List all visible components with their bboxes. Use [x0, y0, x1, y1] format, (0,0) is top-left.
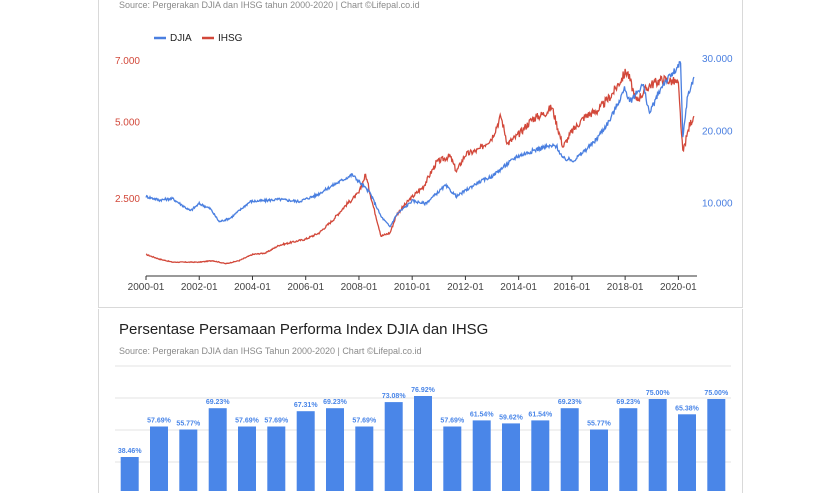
series-line-ihsg [145, 68, 695, 265]
performance-line-chart-card: Source: Pergerakan DJIA dan IHSG tahun 2… [98, 0, 743, 308]
bar [355, 426, 374, 491]
x-tick-label: 2002-01 [181, 282, 218, 293]
x-tick-label: 2016-01 [554, 282, 591, 293]
bar [648, 399, 667, 491]
bar-data-label: 76.92% [411, 387, 436, 394]
bar [238, 426, 256, 491]
bar-data-label: 75.00% [704, 390, 729, 397]
bar [326, 408, 344, 491]
bar-data-label: 57.69% [352, 418, 377, 425]
y-right-tick-label: 10.000 [702, 199, 733, 210]
x-tick-label: 2014-01 [500, 282, 537, 293]
bar-data-label: 75.00% [646, 390, 671, 397]
bar-chart-svg: 38.46% 57.69% 55.77% 69.23% 57.69% 57.69% 67.3… [115, 365, 731, 491]
bar [384, 402, 403, 491]
x-tick-label: 2010-01 [394, 282, 431, 293]
y-left-tick-label: 2.500 [115, 194, 140, 205]
bar [707, 399, 726, 491]
bar-data-label: 69.23% [616, 399, 641, 406]
bar-data-label: 69.23% [323, 399, 348, 406]
bar-data-label: 57.69% [147, 418, 172, 425]
bar-data-label: 57.69% [440, 418, 465, 425]
bar [502, 423, 520, 491]
bar [267, 426, 286, 491]
x-tick-label: 2020-01 [660, 282, 697, 293]
bar-data-label: 67.31% [294, 402, 319, 409]
bar-data-label: 65.38% [675, 405, 700, 412]
bar [472, 420, 491, 491]
x-tick-label: 2008-01 [341, 282, 378, 293]
bar [179, 429, 198, 491]
bar-data-label: 69.23% [558, 399, 583, 406]
bar [150, 426, 168, 491]
bar-data-label: 38.46% [118, 448, 143, 455]
x-tick-label: 2012-01 [447, 282, 484, 293]
bar-data-label: 59.62% [499, 414, 524, 421]
x-tick-label: 2006-01 [287, 282, 324, 293]
bar [560, 408, 579, 491]
bar-data-label: 55.77% [587, 421, 612, 428]
bar [619, 408, 638, 491]
x-tick-label: 2018-01 [607, 282, 644, 293]
bar [443, 426, 462, 491]
y-left-tick-label: 5.000 [115, 117, 140, 128]
bar [208, 408, 227, 491]
x-tick-label: 2000-01 [128, 282, 165, 293]
bar-data-label: 57.69% [235, 418, 260, 425]
bar [120, 457, 139, 491]
chart-title: Persentase Persamaan Performa Index DJIA… [119, 321, 489, 338]
similarity-bar-chart-card: Persentase Persamaan Performa Index DJIA… [98, 309, 743, 493]
y-right-tick-label: 20.000 [702, 126, 733, 137]
line-chart-svg: 2000-01 2002-01 2004-01 2006-01 2008-01 2010-… [115, 33, 733, 293]
y-right-tick-label: 30.000 [702, 54, 733, 65]
bar [296, 411, 315, 491]
x-tick-label: 2004-01 [234, 282, 271, 293]
bar-data-label: 61.54% [528, 411, 553, 418]
chart-source-text: Source: Pergerakan DJIA dan IHSG Tahun 2… [119, 346, 422, 356]
bar [590, 429, 608, 491]
legend-label-djia: DJIA [170, 33, 192, 44]
bar-data-label: 61.54% [470, 411, 495, 418]
y-left-tick-label: 7.000 [115, 56, 140, 67]
bar-data-label: 57.69% [264, 418, 289, 425]
bar [531, 420, 550, 491]
bar [678, 414, 696, 491]
bar [414, 396, 432, 491]
series-line-djia [145, 60, 695, 228]
bar-data-label: 69.23% [206, 399, 231, 406]
chart-source-text: Source: Pergerakan DJIA dan IHSG tahun 2… [119, 0, 420, 10]
bar-data-label: 55.77% [176, 421, 201, 428]
bar-data-label: 73.08% [382, 393, 407, 400]
legend-label-ihsg: IHSG [218, 33, 243, 44]
